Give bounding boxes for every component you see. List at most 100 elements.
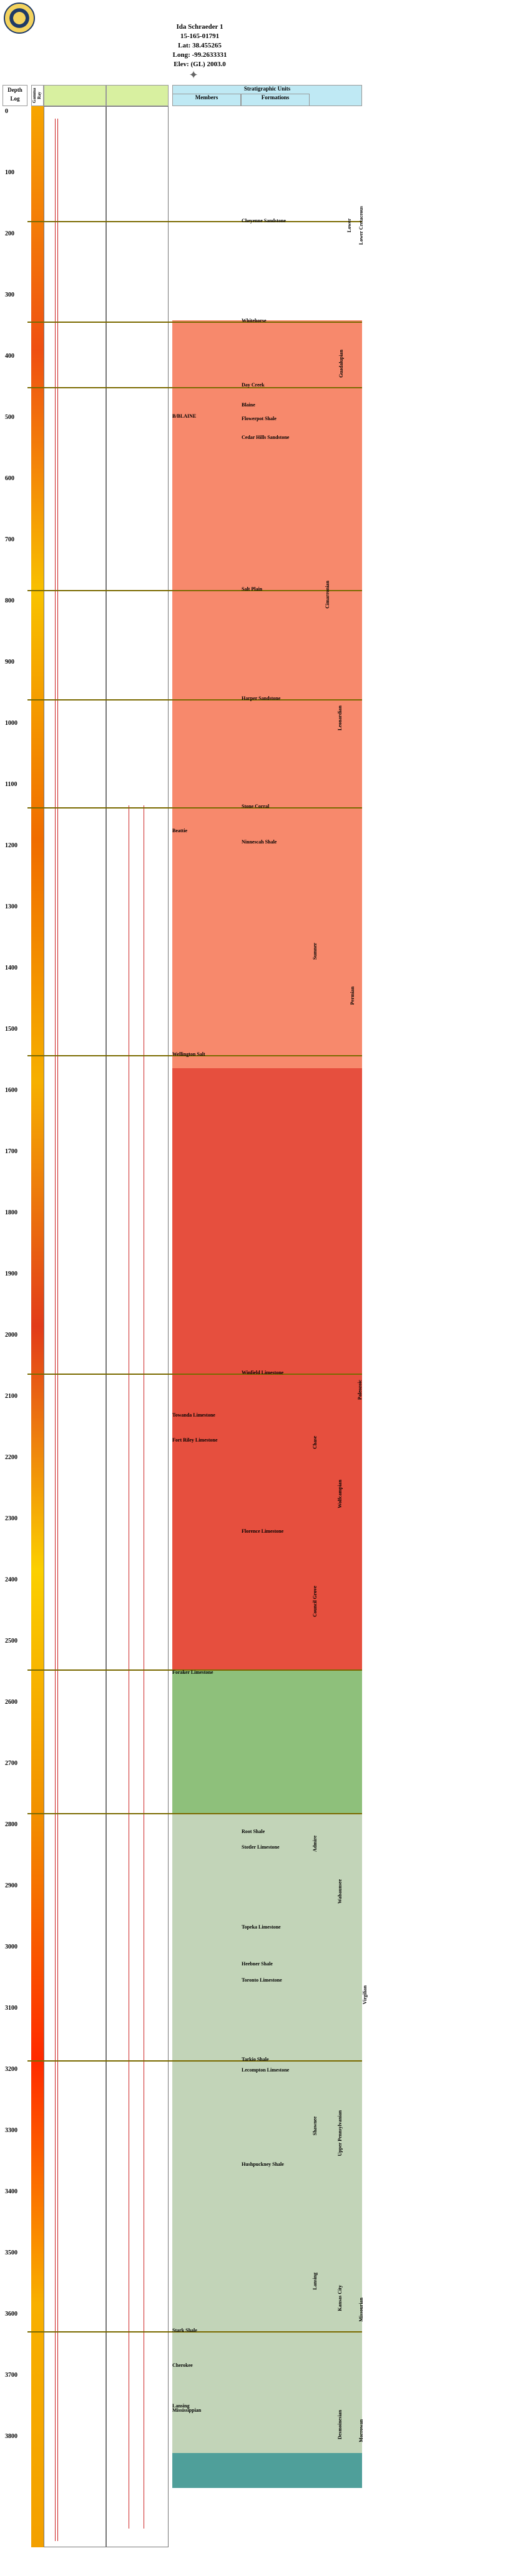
unit-label-2: Whitehorse	[242, 318, 267, 323]
log-label: Log	[10, 96, 20, 102]
boundary-line-1	[27, 221, 362, 222]
depth-label-15: 1500	[5, 1026, 17, 1033]
vertical-label-11: Admire	[312, 1836, 318, 1852]
unit-label-15: Florence Limestone	[242, 1528, 284, 1534]
depth-header: Depth Log	[2, 85, 27, 106]
unit-label-6: Cedar Hills Sandstone	[242, 435, 290, 440]
depth-label-27: 2700	[5, 1760, 17, 1767]
boundary-line-11	[27, 2060, 362, 2062]
depth-label-25: 2500	[5, 1638, 17, 1644]
log-track-header-1	[44, 85, 106, 106]
depth-label-34: 3400	[5, 2188, 17, 2195]
unit-label-7: Salt Plain	[242, 586, 263, 592]
depth-label-30: 3000	[5, 1944, 17, 1950]
survey-seal	[4, 2, 35, 34]
depth-label-18: 1800	[5, 1209, 17, 1216]
unit-label-11: Wellington Salt	[172, 1051, 205, 1057]
latitude: Lat: 38.455265	[178, 42, 222, 49]
unit-label-23: Lecompton Limestone	[242, 2067, 290, 2073]
depth-label-26: 2600	[5, 1699, 17, 1706]
depth-label-31: 3100	[5, 2005, 17, 2012]
member-label-2: Beattie	[172, 828, 187, 833]
depth-label-24: 2400	[5, 1576, 17, 1583]
teal-band	[172, 2453, 362, 2488]
depth-label-17: 1700	[5, 1148, 17, 1155]
depth-label-3: 300	[5, 292, 14, 298]
vertical-label-20: Morrowan	[358, 2419, 364, 2442]
longitude: Long: -99.2633331	[172, 51, 227, 59]
depth-label-38: 3800	[5, 2433, 17, 2440]
log-track-1	[44, 106, 106, 2547]
salmon-band	[172, 320, 362, 1068]
unit-label-5: Flowerpot Shale	[242, 416, 277, 421]
depth-label-5: 500	[5, 414, 14, 421]
unit-label-21: Toronto Limestone	[242, 1977, 282, 1983]
top-white-band	[172, 106, 362, 320]
gamma-ray-strip	[31, 106, 44, 2547]
green-band	[172, 1669, 362, 1813]
gray-green-band	[172, 1813, 362, 2453]
vertical-label-16: Lansing	[312, 2273, 318, 2290]
member-label-4: Lansing	[172, 2403, 190, 2409]
vertical-label-14: Shawnee	[312, 2116, 318, 2136]
depth-label-32: 3200	[5, 2066, 17, 2073]
unit-label-3: Day Creek	[242, 382, 265, 388]
depth-label-1: 100	[5, 169, 14, 176]
unit-label-26: Mississippian	[172, 2407, 202, 2413]
unit-label-22: Tarkio Shale	[242, 2057, 269, 2062]
unit-label-4: Blaine	[242, 402, 255, 408]
boundary-line-9	[27, 1669, 362, 1671]
unit-label-13: Towanda Limestone	[172, 1412, 215, 1418]
gamma-label: Gamma Ray	[32, 87, 42, 104]
depth-label-20: 2000	[5, 1332, 17, 1339]
depth-label-28: 2800	[5, 1821, 17, 1828]
well-name: Ida Schraeder 1	[176, 23, 223, 31]
vertical-label-13: Virgilian	[362, 1985, 368, 2005]
depth-label-0: 0	[5, 108, 8, 115]
unit-label-17: Root Shale	[242, 1829, 265, 1834]
unit-label-25: Stark Shale	[172, 2328, 197, 2333]
depth-label-19: 1900	[5, 1271, 17, 1277]
depth-label-23: 2300	[5, 1515, 17, 1522]
depth-label-9: 900	[5, 659, 14, 666]
boundary-line-3	[27, 387, 362, 388]
depth-label-16: 1600	[5, 1087, 17, 1094]
unit-label-16: Foraker Limestone	[172, 1669, 213, 1675]
boundary-line-8	[27, 1374, 362, 1375]
unit-label-20: Heebner Shale	[242, 1961, 273, 1967]
depth-label-7: 700	[5, 536, 14, 543]
vertical-label-0: Lower Cretaceous	[358, 206, 364, 245]
boundary-line-4	[27, 590, 362, 591]
unit-label-19: Topeka Limestone	[242, 1924, 281, 1930]
gamma-header: Gamma Ray	[31, 85, 44, 106]
boundary-line-6	[27, 807, 362, 809]
depth-label-11: 1100	[5, 781, 17, 788]
unit-label-12: Winfield Limestone	[242, 1370, 284, 1375]
depth-label-14: 1400	[5, 965, 17, 971]
depth-label-10: 1000	[5, 720, 17, 727]
curve-1	[55, 119, 56, 2541]
vertical-label-2: Lower	[346, 219, 352, 233]
well-header: Ida Schraeder 1 15-165-01791 Lat: 38.455…	[150, 22, 250, 69]
depth-label-4: 400	[5, 353, 14, 360]
vertical-label-12: Wabaunsee	[337, 1879, 343, 1904]
vertical-label-10: Paleozoic	[357, 1380, 363, 1400]
unit-label-9: Stone Corral	[242, 804, 270, 809]
depth-label-2: 200	[5, 230, 14, 237]
depth-label-12: 1200	[5, 842, 17, 849]
vertical-label-1: Guadalupian	[338, 350, 344, 378]
formations-label: Formations	[261, 94, 290, 101]
log-track-2	[106, 106, 169, 2547]
red-band	[172, 1068, 362, 1669]
unit-label-14: Fort Riley Limestone	[172, 1437, 218, 1443]
depth-label-33: 3300	[5, 2127, 17, 2134]
unit-label-24: Hushpuckney Shale	[242, 2161, 284, 2167]
vertical-label-4: Leonardian	[337, 705, 343, 731]
depth-label-29: 2900	[5, 1882, 17, 1889]
depth-label-37: 3700	[5, 2372, 17, 2379]
boundary-line-12	[27, 2331, 362, 2333]
depth-label-6: 600	[5, 475, 14, 482]
vertical-label-15: Upper Pennsylvanian	[337, 2110, 343, 2156]
unit-label-18: Stotler Limestone	[242, 1844, 280, 1850]
boundary-line-5	[27, 699, 362, 701]
